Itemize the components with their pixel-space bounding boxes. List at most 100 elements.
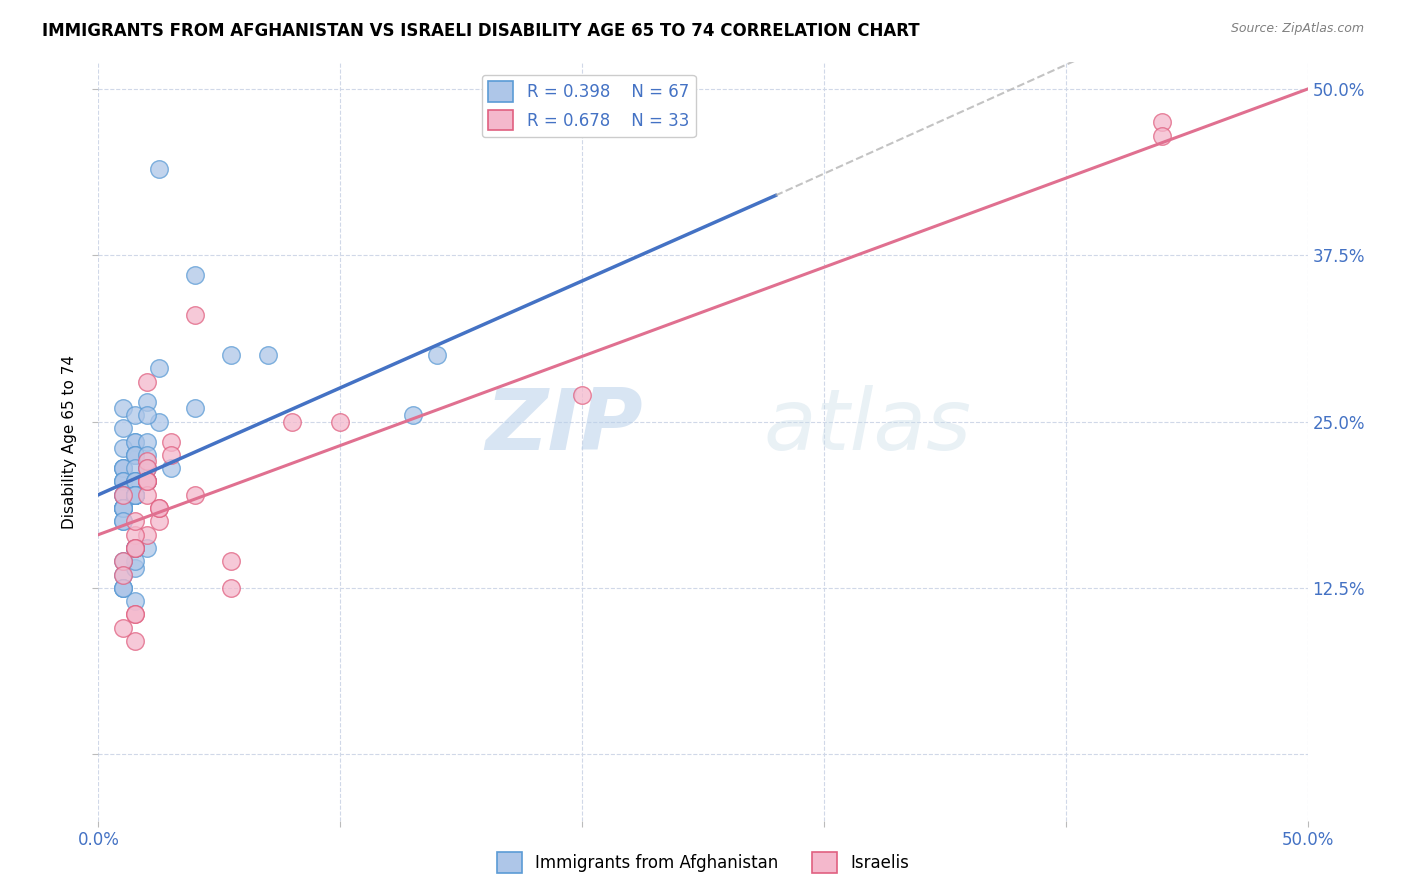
Point: [124, 541, 146, 555]
Point: [111, 475, 134, 489]
Point: [111, 581, 134, 595]
Text: ZIP: ZIP: [485, 384, 643, 468]
Point: [135, 475, 157, 489]
Point: [124, 488, 146, 502]
Point: [148, 415, 170, 429]
Point: [329, 415, 352, 429]
Point: [111, 501, 134, 516]
Point: [1152, 128, 1174, 143]
Point: [124, 541, 146, 555]
Point: [111, 501, 134, 516]
Point: [111, 488, 134, 502]
Point: [135, 541, 157, 555]
Point: [111, 501, 134, 516]
Point: [135, 434, 157, 449]
Point: [124, 541, 146, 555]
Y-axis label: Disability Age 65 to 74: Disability Age 65 to 74: [62, 354, 77, 529]
Point: [571, 388, 593, 402]
Point: [256, 348, 278, 362]
Legend: Immigrants from Afghanistan, Israelis: Immigrants from Afghanistan, Israelis: [491, 846, 915, 880]
Point: [148, 361, 170, 376]
Text: atlas: atlas: [763, 384, 972, 468]
Point: [111, 475, 134, 489]
Point: [124, 554, 146, 568]
Point: [111, 554, 134, 568]
Point: [135, 408, 157, 422]
Point: [135, 475, 157, 489]
Point: [111, 461, 134, 475]
Point: [111, 567, 134, 582]
Point: [124, 541, 146, 555]
Point: [124, 488, 146, 502]
Point: [184, 488, 207, 502]
Point: [124, 541, 146, 555]
Point: [135, 448, 157, 462]
Point: [221, 581, 243, 595]
Point: [184, 268, 207, 283]
Point: [124, 434, 146, 449]
Point: [124, 488, 146, 502]
Point: [135, 375, 157, 389]
Point: [111, 567, 134, 582]
Point: [111, 488, 134, 502]
Point: [135, 394, 157, 409]
Point: [111, 421, 134, 435]
Point: [160, 448, 183, 462]
Point: [135, 475, 157, 489]
Point: [111, 501, 134, 516]
Point: [184, 401, 207, 416]
Point: [111, 514, 134, 528]
Point: [1152, 115, 1174, 129]
Point: [124, 488, 146, 502]
Legend: R = 0.398    N = 67, R = 0.678    N = 33: R = 0.398 N = 67, R = 0.678 N = 33: [482, 75, 696, 136]
Point: [111, 514, 134, 528]
Point: [148, 501, 170, 516]
Point: [135, 461, 157, 475]
Point: [111, 621, 134, 635]
Point: [124, 488, 146, 502]
Point: [124, 448, 146, 462]
Point: [135, 475, 157, 489]
Point: [111, 581, 134, 595]
Point: [221, 554, 243, 568]
Point: [111, 488, 134, 502]
Point: [148, 514, 170, 528]
Point: [135, 475, 157, 489]
Point: [281, 415, 304, 429]
Point: [124, 434, 146, 449]
Point: [111, 501, 134, 516]
Point: [111, 461, 134, 475]
Point: [124, 514, 146, 528]
Point: [111, 475, 134, 489]
Point: [124, 488, 146, 502]
Point: [124, 607, 146, 622]
Point: [124, 488, 146, 502]
Point: [124, 488, 146, 502]
Point: [124, 475, 146, 489]
Point: [135, 454, 157, 468]
Point: [135, 527, 157, 541]
Point: [124, 475, 146, 489]
Point: [111, 441, 134, 455]
Point: [111, 501, 134, 516]
Point: [124, 607, 146, 622]
Point: [160, 461, 183, 475]
Point: [111, 581, 134, 595]
Point: [124, 448, 146, 462]
Point: [402, 408, 425, 422]
Point: [184, 308, 207, 322]
Text: IMMIGRANTS FROM AFGHANISTAN VS ISRAELI DISABILITY AGE 65 TO 74 CORRELATION CHART: IMMIGRANTS FROM AFGHANISTAN VS ISRAELI D…: [42, 22, 920, 40]
Point: [124, 461, 146, 475]
Point: [111, 554, 134, 568]
Point: [221, 348, 243, 362]
Point: [148, 501, 170, 516]
Point: [111, 401, 134, 416]
Point: [148, 161, 170, 176]
Point: [111, 461, 134, 475]
Point: [124, 594, 146, 608]
Point: [124, 448, 146, 462]
Text: Source: ZipAtlas.com: Source: ZipAtlas.com: [1230, 22, 1364, 36]
Point: [135, 461, 157, 475]
Point: [426, 348, 449, 362]
Point: [135, 488, 157, 502]
